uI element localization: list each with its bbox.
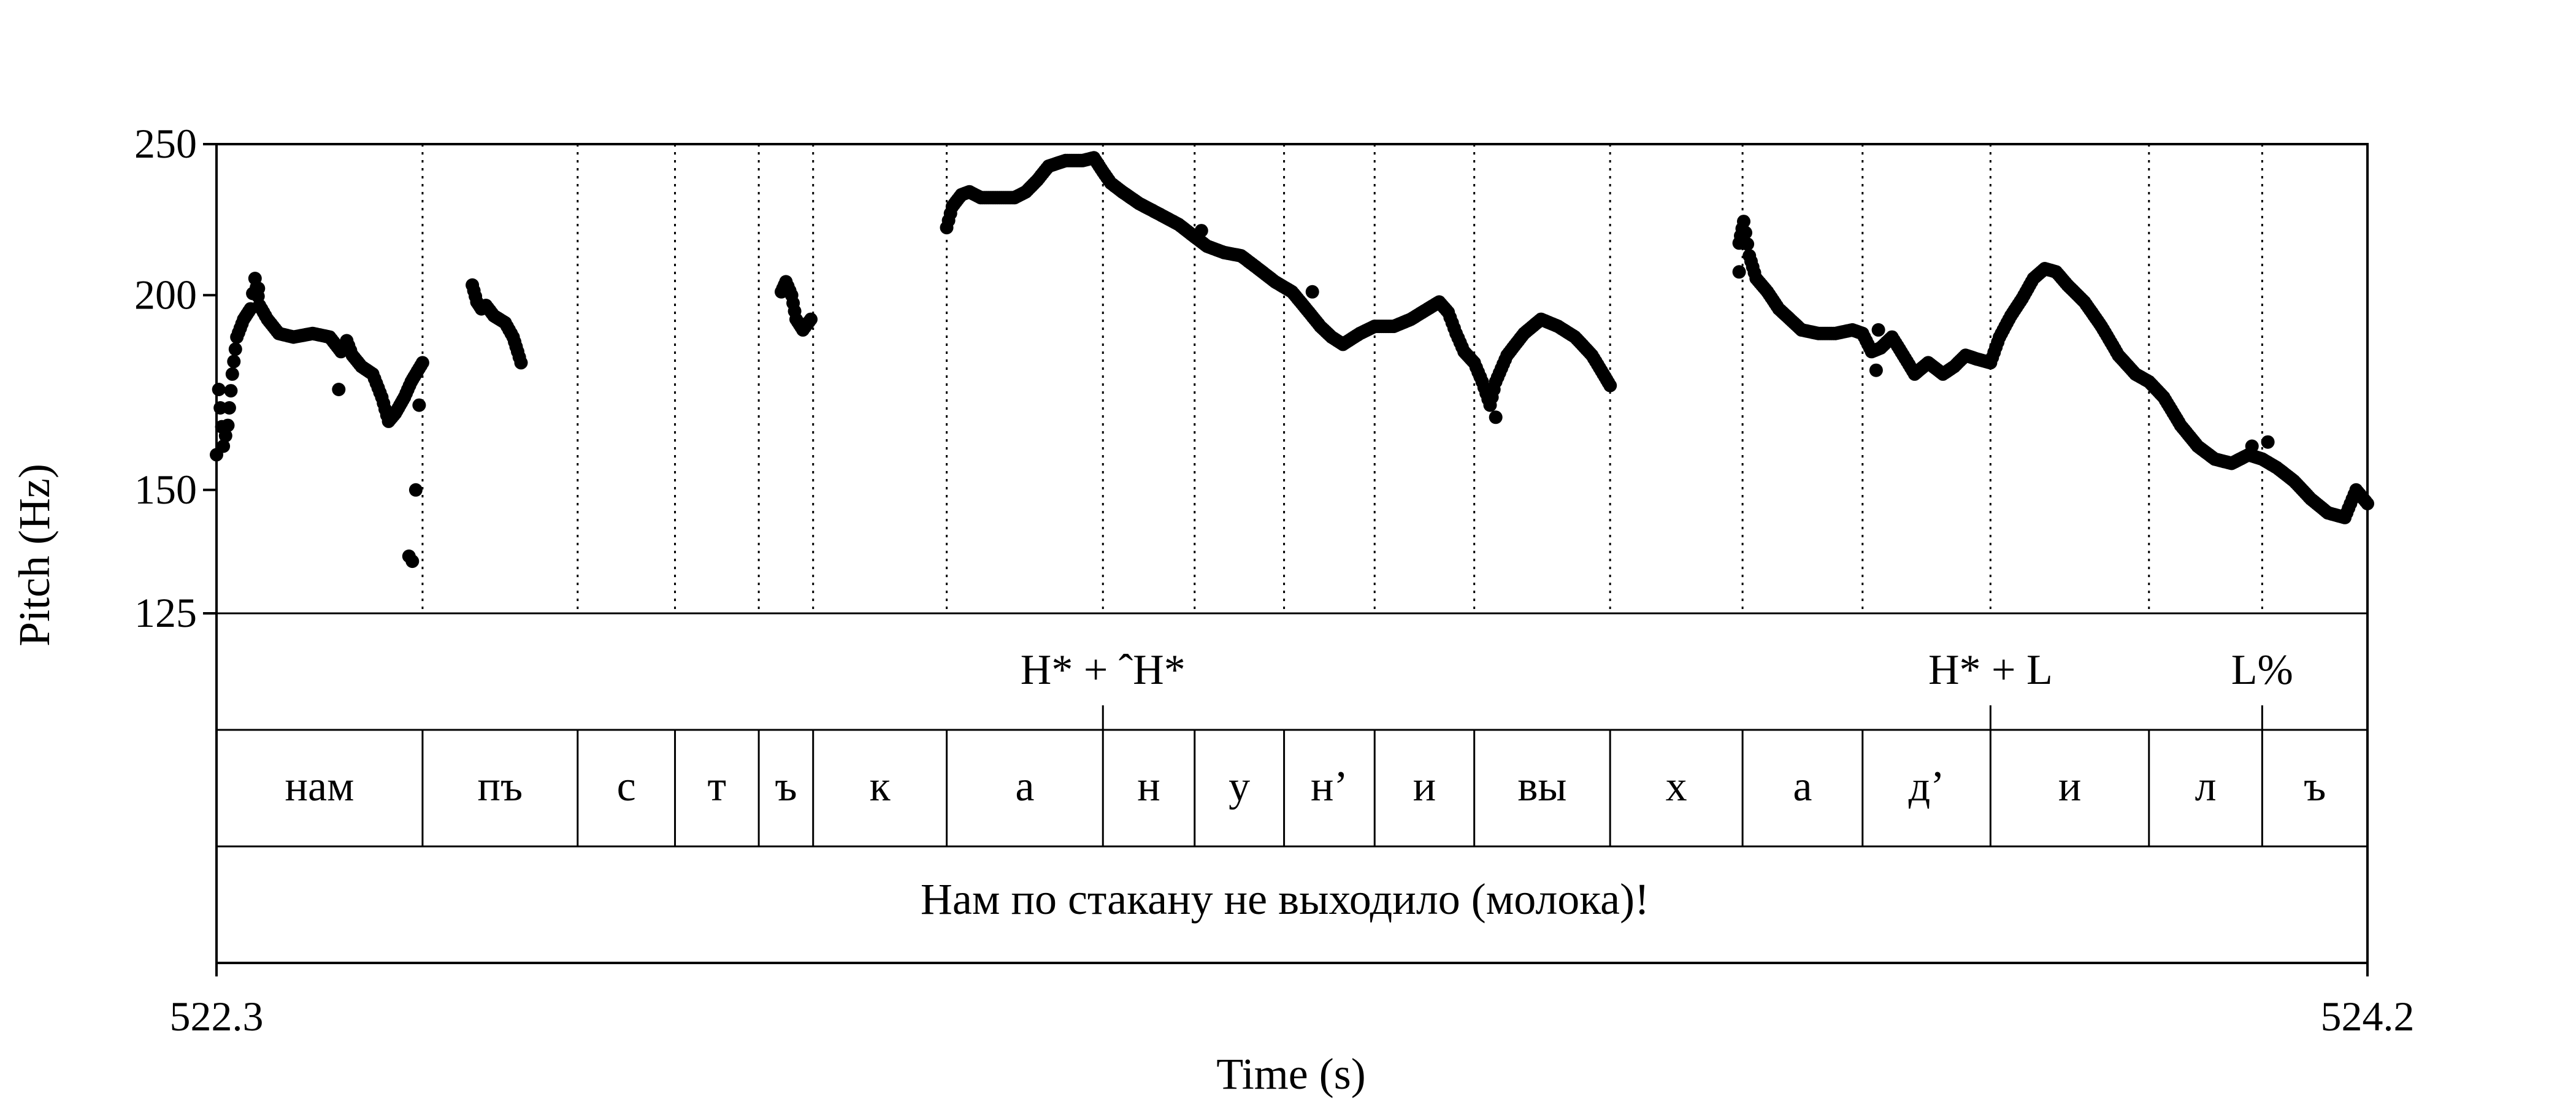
pitch-point [225,367,239,381]
sentence-label: Нам по стакану не выходило (молока)! [921,875,1649,924]
pitch-point [412,398,426,412]
pitch-point [1489,410,1503,424]
pitch-point [804,312,818,326]
pitch-point [1194,224,1208,238]
y-axis-title: Pitch (Hz) [10,464,59,646]
pitch-point [228,342,242,356]
y-tick-label: 250 [134,120,197,167]
segment-label: д’ [1909,763,1945,810]
segment-label: к [870,763,891,810]
segment-label: с [617,763,636,810]
pitch-point [221,418,235,432]
pitch-point [222,401,236,415]
segment-label: у [1229,763,1250,810]
y-tick-label: 150 [134,466,197,513]
pitch-point [1739,226,1752,240]
segment-label: а [1015,763,1034,810]
segment-label: вы [1517,763,1566,810]
segment-label: и [1413,763,1436,810]
pitch-point [1732,265,1746,279]
pitch-point [224,384,238,398]
segment-label: х [1666,763,1687,810]
pitch-point [415,356,429,370]
tone-label: H* + ˆH* [1021,646,1186,694]
x-tick-label-start: 522.3 [170,993,264,1040]
segment-label: л [2195,763,2217,810]
x-axis-title: Time (s) [1216,1049,1365,1098]
pitch-point [217,439,231,453]
pitch-point [408,483,423,497]
chart-border [215,143,2369,964]
tone-label: L% [2231,646,2293,694]
segment-label: пъ [478,763,523,810]
pitch-point [218,429,232,443]
tone-tier: H* + ˆH* H* + L L% [1021,646,2293,730]
pitch-point [1871,323,1885,337]
pitch-points [210,151,2374,569]
tone-label: H* + L [1928,646,2053,694]
pitch-point [227,355,241,369]
pitch-point [2261,435,2275,449]
segment-label: ъ [775,763,797,810]
pitch-point [1305,285,1319,299]
pitch-point [405,554,420,569]
y-tick-label: 125 [134,589,197,636]
segment-label: а [1793,763,1812,810]
segment-label: н [1137,763,1160,810]
pitch-point [1737,215,1750,229]
segment-label: нам [285,763,355,810]
pitch-point [2245,439,2259,453]
pitch-point [1869,363,1883,377]
x-tick-label-end: 524.2 [2321,993,2415,1040]
y-tick-label: 200 [134,271,197,318]
pitch-point [251,282,266,296]
chart-frame [215,143,2369,976]
segment-label: ъ [2304,763,2326,810]
pitch-point [212,383,226,396]
segment-label: и [2058,763,2081,810]
segment-label: н’ [1311,763,1348,810]
pitch-point [1741,237,1755,251]
segment-tier: нам пъ с т ъ к а н у н’ и вы х а д’ и л ъ [285,730,2326,846]
pitch-point [1603,378,1617,393]
segment-label: т [708,763,727,810]
y-axis-ticks: 125 150 200 250 [134,120,217,636]
pitch-point [514,356,528,370]
boundary-lines [421,144,2263,613]
pitch-point [332,383,346,396]
